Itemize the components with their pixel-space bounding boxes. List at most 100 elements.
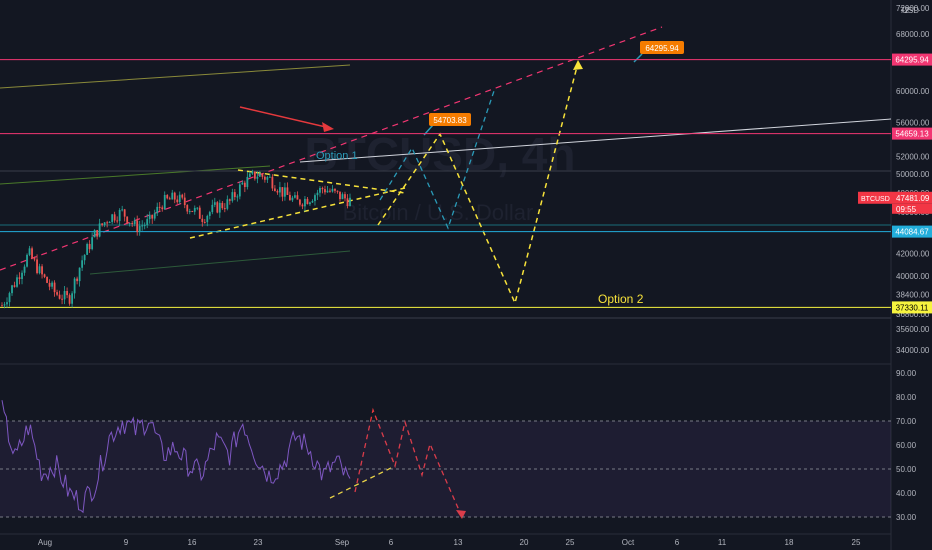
callout-text: 54703.83 — [433, 116, 467, 125]
candle-body — [223, 208, 226, 210]
time-tick-label: 25 — [566, 538, 575, 547]
candle-body — [208, 212, 211, 216]
candle-body — [171, 192, 174, 200]
candle-body — [309, 202, 311, 205]
candle-body — [246, 176, 249, 188]
candle-body — [16, 277, 18, 287]
candle-body — [201, 218, 204, 222]
candle-body — [216, 202, 219, 213]
candle-body — [126, 216, 129, 224]
candle-body — [261, 173, 264, 177]
rsi-trendline — [329, 465, 396, 499]
callout-text: 64295.94 — [645, 44, 679, 53]
candle-body — [299, 199, 301, 205]
candle-body — [286, 187, 289, 195]
candle-body — [336, 190, 339, 192]
candle-body — [166, 194, 169, 199]
price-axis-panel[interactable] — [891, 0, 932, 550]
rsi-pane — [0, 400, 891, 518]
candle-body — [218, 202, 221, 213]
candle-body — [38, 266, 41, 274]
candle-body — [138, 225, 141, 233]
last-price-tag[interactable] — [858, 191, 932, 204]
candle-body — [21, 272, 23, 280]
level-tag[interactable] — [892, 127, 932, 140]
candle-body — [319, 188, 321, 193]
time-tick-label: Oct — [622, 538, 635, 547]
callout-box — [640, 41, 684, 54]
green-trendline-upper — [0, 165, 271, 185]
candle-body — [118, 209, 121, 221]
candle-body — [3, 304, 6, 306]
candle-body — [66, 291, 68, 296]
time-tick-label: Sep — [335, 538, 350, 547]
candle-body — [278, 187, 281, 193]
level-tag[interactable] — [892, 301, 932, 314]
time-tick-label: 6 — [389, 538, 394, 547]
candle-body — [331, 188, 334, 192]
candle-body — [151, 214, 154, 219]
red-arrow — [239, 106, 331, 129]
rsi-tick-label: 60.00 — [896, 441, 917, 450]
price-tick-label: 38400.00 — [896, 291, 930, 300]
callout-64295[interactable]: 64295.94 — [633, 41, 684, 63]
rsi-tick-label: 30.00 — [896, 513, 917, 522]
time-tick-label: 18 — [785, 538, 794, 547]
candle-body — [181, 194, 184, 198]
triangle-upper — [237, 169, 406, 194]
white-resistance-line — [299, 118, 892, 163]
option-1-label: Option 1 — [316, 150, 358, 162]
candle-body — [301, 204, 304, 207]
candle-body — [346, 198, 349, 207]
time-tick-label: 16 — [188, 538, 197, 547]
candle-body — [258, 173, 261, 177]
candle-body — [256, 176, 259, 179]
candle-body — [226, 199, 229, 209]
candle-body — [306, 198, 309, 205]
candle-body — [1, 305, 3, 307]
option-2-arrowhead — [573, 60, 583, 70]
price-tick-label: 42000.00 — [896, 250, 930, 259]
option-1-path — [379, 87, 496, 230]
candle-body — [116, 220, 119, 222]
callout-pointer — [633, 53, 643, 63]
candle-body — [18, 277, 21, 280]
candle-body — [36, 259, 38, 274]
candle-body — [158, 206, 161, 208]
candle-body — [73, 278, 76, 294]
price-tick-label: 34000.00 — [896, 346, 930, 355]
candle-body — [263, 176, 266, 180]
candle-body — [106, 222, 109, 224]
candle-body — [153, 213, 156, 219]
candle-body — [233, 192, 236, 198]
drawings — [0, 26, 892, 519]
candle-body — [281, 187, 284, 197]
candle-body — [51, 282, 53, 287]
rsi-tick-label: 90.00 — [896, 369, 917, 378]
candle-body — [88, 243, 91, 250]
candle-body — [304, 198, 306, 207]
time-tick-label: 6 — [675, 538, 680, 547]
candle-body — [136, 220, 139, 233]
level-tag[interactable] — [892, 53, 932, 66]
candle-body — [276, 191, 279, 193]
candle-body — [221, 202, 224, 209]
gear-icon[interactable]: 72 — [900, 6, 909, 15]
level-tag[interactable] — [892, 225, 932, 238]
candle-body — [329, 190, 331, 192]
price-tick-label: 72000.00 — [896, 4, 930, 13]
candle-body — [141, 225, 144, 227]
candle-body — [238, 184, 241, 197]
level-tag-text: 37330.11 — [896, 303, 929, 312]
option-2-label: Option 2 — [598, 292, 644, 306]
candle-body — [111, 214, 114, 222]
candle-body — [133, 220, 136, 224]
horizontal-levels — [0, 59, 891, 308]
countdown-tag — [892, 203, 932, 214]
candle-body — [53, 282, 56, 293]
candle-body — [56, 292, 58, 295]
candle-body — [266, 177, 269, 180]
price-tick-label: 36800.00 — [896, 310, 930, 319]
rsi-tick-label: 40.00 — [896, 489, 917, 498]
